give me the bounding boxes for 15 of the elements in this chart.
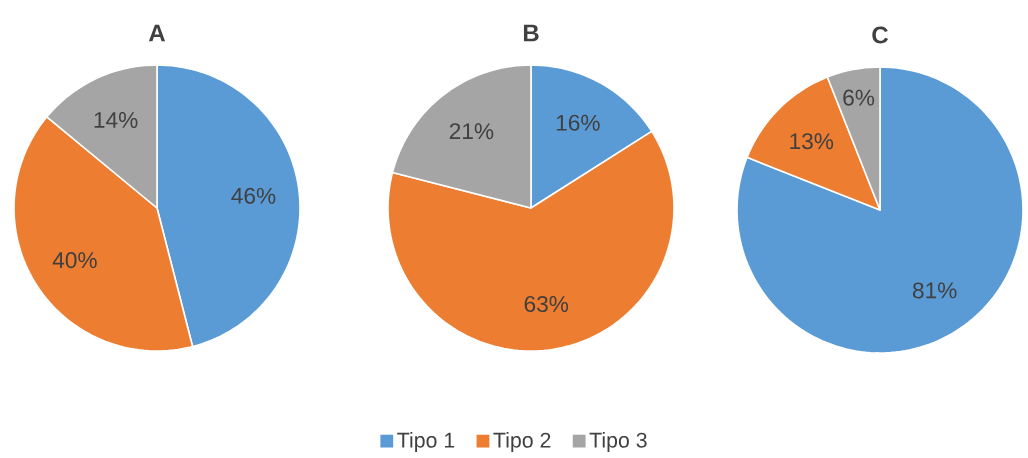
data-label: 13% <box>790 133 834 150</box>
chart-title: B <box>523 24 539 42</box>
data-label: 6% <box>843 89 875 106</box>
data-label: 40% <box>52 252 97 269</box>
data-label: 81% <box>912 282 957 299</box>
legend-label: Tipo 3 <box>589 432 647 452</box>
data-label: 21% <box>449 123 494 140</box>
legend-label: Tipo 1 <box>397 432 455 452</box>
chart-title: C <box>872 26 889 44</box>
data-label: 16% <box>556 114 600 131</box>
chart-title: A <box>148 24 166 42</box>
data-label: 63% <box>524 296 569 313</box>
data-label: 46% <box>231 187 276 204</box>
legend-label: Tipo 2 <box>493 432 551 452</box>
data-label: 14% <box>94 112 138 128</box>
